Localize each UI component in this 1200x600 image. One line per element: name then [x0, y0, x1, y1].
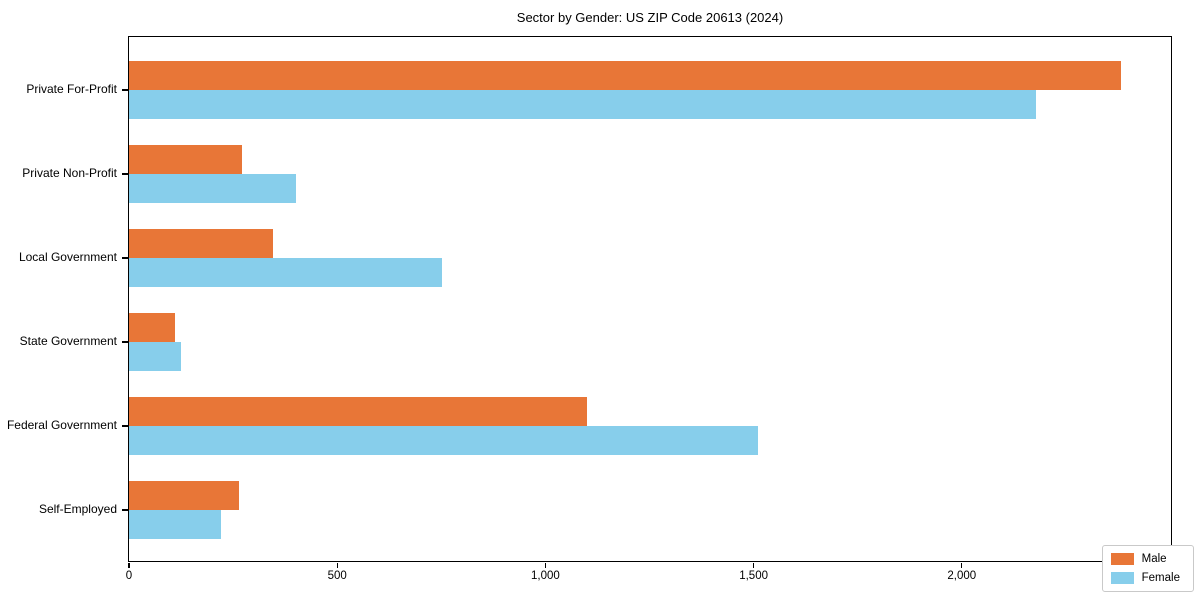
- y-tick-label-self-employed: Self-Employed: [38, 502, 117, 516]
- x-tick-label-500: 500: [327, 570, 347, 582]
- legend-item-male: Male: [1110, 553, 1180, 565]
- legend-swatch-male: [1110, 553, 1134, 565]
- x-tick-label-0: 0: [125, 570, 133, 582]
- y-tick-mark: [122, 341, 129, 343]
- chart-title: Sector by Gender: US ZIP Code 20613 (202…: [516, 10, 784, 25]
- chart-legend: Male Female: [1101, 545, 1194, 592]
- legend-label-female: Female: [1141, 572, 1180, 584]
- x-tick-mark: [336, 562, 338, 568]
- y-tick-mark: [122, 173, 129, 175]
- bar-male-local-government: [129, 229, 273, 258]
- x-tick-mark: [753, 562, 755, 568]
- y-tick-mark: [122, 89, 129, 91]
- y-tick-label-private-for-profit: Private For-Profit: [26, 82, 117, 96]
- bar-female-local-government: [129, 258, 442, 287]
- bar-female-private-non-profit: [129, 174, 296, 203]
- legend-item-female: Female: [1110, 572, 1180, 584]
- x-tick-mark: [128, 562, 130, 568]
- y-tick-label-state-government: State Government: [19, 334, 117, 348]
- legend-swatch-female: [1110, 572, 1134, 584]
- bar-male-private-non-profit: [129, 145, 242, 174]
- bar-male-self-employed: [129, 481, 240, 510]
- bar-male-private-for-profit: [129, 61, 1121, 90]
- y-tick-mark: [122, 425, 129, 427]
- x-tick-mark: [544, 562, 546, 568]
- bar-female-state-government: [129, 342, 182, 371]
- x-tick-mark: [961, 562, 963, 568]
- y-tick-label-local-government: Local Government: [18, 250, 117, 264]
- y-tick-mark: [122, 509, 129, 511]
- bar-male-federal-government: [129, 397, 588, 426]
- legend-label-male: Male: [1141, 553, 1167, 565]
- bar-male-state-government: [129, 313, 175, 342]
- y-tick-label-private-non-profit: Private Non-Profit: [22, 166, 117, 180]
- y-tick-mark: [122, 257, 129, 259]
- x-tick-label-2-000: 2,000: [947, 570, 977, 582]
- x-tick-label-1-000: 1,000: [531, 570, 560, 582]
- bar-female-federal-government: [129, 426, 759, 455]
- bar-female-private-for-profit: [129, 90, 1036, 119]
- bar-female-self-employed: [129, 510, 221, 539]
- x-tick-label-1-500: 1,500: [739, 570, 768, 582]
- y-tick-label-federal-government: Federal Government: [6, 418, 117, 432]
